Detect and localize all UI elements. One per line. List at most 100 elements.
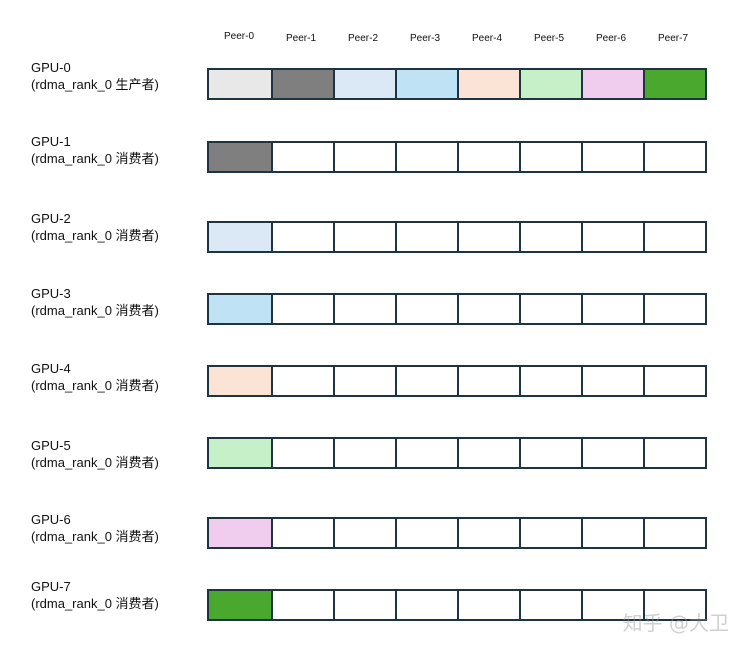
- empty-slot: [333, 519, 395, 547]
- peer-header: Peer-0 Peer-1 Peer-2 Peer-3 Peer-4 Peer-5 Peer…: [208, 31, 704, 45]
- buffer-bar: [207, 221, 707, 253]
- gpu-name: GPU-3: [31, 286, 71, 301]
- gpu-name: GPU-4: [31, 361, 71, 376]
- gpu-label: GPU-4 (rdma_rank_0 消费者): [31, 360, 159, 394]
- empty-slot: [519, 519, 581, 547]
- gpu-role: (rdma_rank_0 消费者): [31, 303, 159, 318]
- buffer-bar: [207, 68, 707, 100]
- peer-slot-2: [209, 223, 271, 251]
- empty-slot: [643, 367, 705, 395]
- empty-slot: [519, 223, 581, 251]
- gpu-label: GPU-1 (rdma_rank_0 消费者): [31, 133, 159, 167]
- empty-slot: [271, 367, 333, 395]
- gpu-role: (rdma_rank_0 消费者): [31, 455, 159, 470]
- gpu-name: GPU-6: [31, 512, 71, 527]
- empty-slot: [581, 295, 643, 323]
- peer-label-2: Peer-2: [347, 33, 378, 44]
- buffer-bar: [207, 589, 707, 621]
- gpu-name: GPU-1: [31, 134, 71, 149]
- empty-slot: [643, 223, 705, 251]
- peer-slot-7: [209, 591, 271, 619]
- empty-slot: [643, 143, 705, 171]
- peer-label-7: Peer-7: [657, 33, 688, 44]
- empty-slot: [581, 439, 643, 467]
- empty-slot: [519, 295, 581, 323]
- peer-slot-6: [209, 519, 271, 547]
- peer-slot-3: [395, 70, 457, 98]
- gpu-label: GPU-0 (rdma_rank_0 生产者): [31, 59, 159, 93]
- peer-label-1: Peer-1: [285, 33, 316, 44]
- empty-slot: [457, 295, 519, 323]
- gpu-role: (rdma_rank_0 消费者): [31, 378, 159, 393]
- peer-slot-6: [581, 70, 643, 98]
- empty-slot: [395, 439, 457, 467]
- gpu-role: (rdma_rank_0 消费者): [31, 228, 159, 243]
- empty-slot: [519, 143, 581, 171]
- buffer-bar: [207, 293, 707, 325]
- empty-slot: [395, 295, 457, 323]
- gpu-name: GPU-2: [31, 211, 71, 226]
- peer-slot-7: [643, 70, 705, 98]
- empty-slot: [581, 519, 643, 547]
- empty-slot: [271, 591, 333, 619]
- peer-slot-2: [333, 70, 395, 98]
- empty-slot: [333, 591, 395, 619]
- empty-slot: [457, 223, 519, 251]
- gpu-role: (rdma_rank_0 消费者): [31, 529, 159, 544]
- empty-slot: [519, 439, 581, 467]
- peer-label-6: Peer-6: [595, 33, 626, 44]
- empty-slot: [519, 591, 581, 619]
- empty-slot: [581, 591, 643, 619]
- gpu-label: GPU-5 (rdma_rank_0 消费者): [31, 437, 159, 471]
- peer-slot-1: [271, 70, 333, 98]
- gpu-label: GPU-3 (rdma_rank_0 消费者): [31, 285, 159, 319]
- peer-label-5: Peer-5: [533, 33, 564, 44]
- empty-slot: [643, 295, 705, 323]
- empty-slot: [643, 591, 705, 619]
- peer-slot-1: [209, 143, 271, 171]
- buffer-bar: [207, 365, 707, 397]
- empty-slot: [395, 143, 457, 171]
- buffer-bar: [207, 437, 707, 469]
- peer-slot-3: [209, 295, 271, 323]
- peer-slot-5: [519, 70, 581, 98]
- gpu-role: (rdma_rank_0 生产者): [31, 77, 159, 92]
- empty-slot: [643, 519, 705, 547]
- empty-slot: [333, 143, 395, 171]
- peer-label-3: Peer-3: [409, 33, 440, 44]
- empty-slot: [581, 367, 643, 395]
- empty-slot: [333, 367, 395, 395]
- gpu-label: GPU-6 (rdma_rank_0 消费者): [31, 511, 159, 545]
- empty-slot: [457, 367, 519, 395]
- peer-label-0: Peer-0: [223, 31, 254, 42]
- empty-slot: [395, 367, 457, 395]
- buffer-bar: [207, 141, 707, 173]
- empty-slot: [271, 295, 333, 323]
- empty-slot: [271, 519, 333, 547]
- empty-slot: [395, 519, 457, 547]
- peer-slot-4: [457, 70, 519, 98]
- gpu-name: GPU-0: [31, 60, 71, 75]
- gpu-role: (rdma_rank_0 消费者): [31, 151, 159, 166]
- empty-slot: [395, 223, 457, 251]
- empty-slot: [457, 439, 519, 467]
- peer-label-4: Peer-4: [471, 33, 502, 44]
- gpu-label: GPU-7 (rdma_rank_0 消费者): [31, 578, 159, 612]
- empty-slot: [581, 223, 643, 251]
- empty-slot: [519, 367, 581, 395]
- empty-slot: [333, 295, 395, 323]
- gpu-name: GPU-5: [31, 438, 71, 453]
- empty-slot: [581, 143, 643, 171]
- empty-slot: [271, 223, 333, 251]
- empty-slot: [271, 439, 333, 467]
- gpu-label: GPU-2 (rdma_rank_0 消费者): [31, 210, 159, 244]
- empty-slot: [457, 591, 519, 619]
- peer-slot-4: [209, 367, 271, 395]
- empty-slot: [457, 143, 519, 171]
- empty-slot: [333, 223, 395, 251]
- gpu-role: (rdma_rank_0 消费者): [31, 596, 159, 611]
- empty-slot: [643, 439, 705, 467]
- empty-slot: [395, 591, 457, 619]
- peer-slot-0: [209, 70, 271, 98]
- peer-slot-5: [209, 439, 271, 467]
